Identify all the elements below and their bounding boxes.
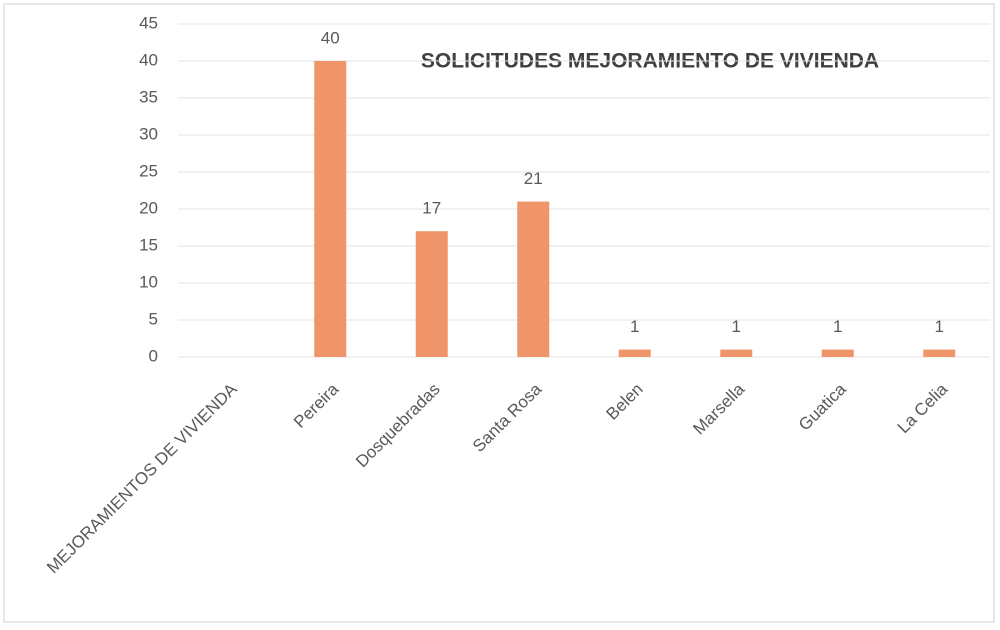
data-label: 1 bbox=[833, 317, 842, 336]
y-tick-label: 20 bbox=[139, 198, 158, 217]
bar bbox=[821, 349, 854, 357]
data-label: 40 bbox=[321, 28, 340, 47]
y-tick-label: 25 bbox=[139, 161, 158, 180]
bar bbox=[314, 61, 347, 357]
y-tick-label: 10 bbox=[139, 272, 158, 291]
y-tick-label: 0 bbox=[149, 346, 158, 365]
data-label: 17 bbox=[422, 199, 441, 218]
chart-frame bbox=[3, 3, 995, 623]
y-tick-label: 5 bbox=[149, 309, 158, 328]
data-label: 1 bbox=[935, 317, 944, 336]
bar bbox=[923, 349, 956, 357]
data-label: 21 bbox=[524, 169, 543, 188]
bar bbox=[618, 349, 651, 357]
y-tick-label: 15 bbox=[139, 235, 158, 254]
bar bbox=[720, 349, 753, 357]
data-label: 1 bbox=[732, 317, 741, 336]
y-tick-label: 35 bbox=[139, 87, 158, 106]
bar bbox=[517, 201, 550, 357]
data-label: 1 bbox=[630, 317, 639, 336]
y-tick-label: 30 bbox=[139, 124, 158, 143]
y-tick-label: 45 bbox=[139, 13, 158, 32]
bar bbox=[415, 231, 448, 357]
y-tick-label: 40 bbox=[139, 50, 158, 69]
